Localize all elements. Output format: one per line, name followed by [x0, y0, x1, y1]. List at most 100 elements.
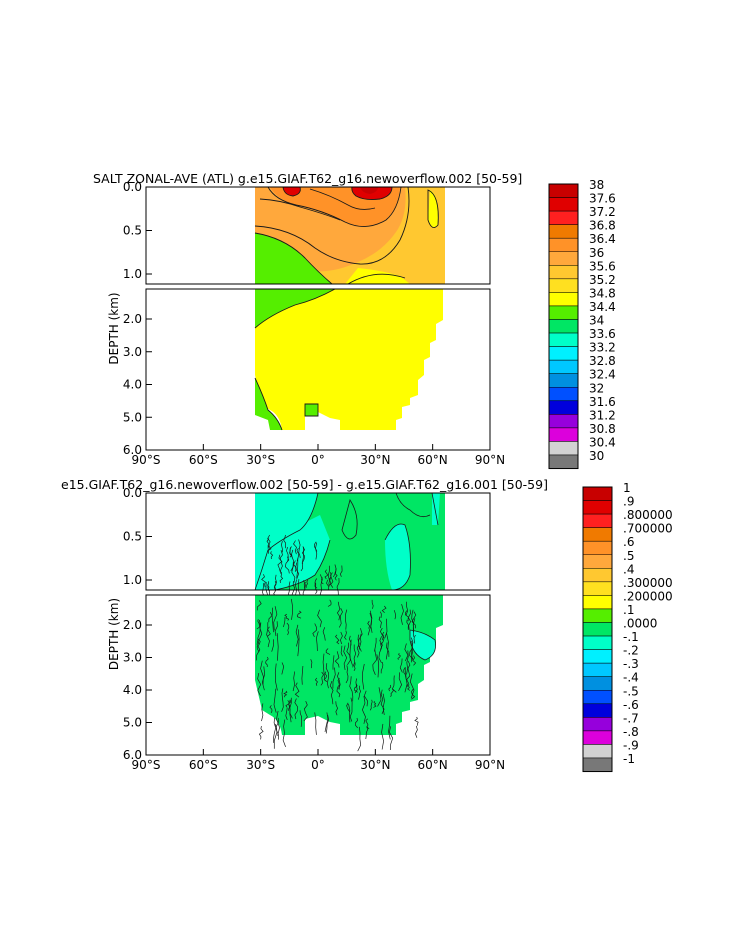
noise-contour	[270, 551, 274, 560]
noise-contour	[283, 534, 287, 549]
salinity-colorbar-label: 33.2	[589, 341, 616, 355]
difference-y-tick-label: 0.0	[123, 486, 142, 500]
noise-contour	[295, 624, 299, 647]
noise-contour	[280, 549, 283, 563]
salinity-colorbar-swatch	[548, 183, 579, 198]
noise-contour	[310, 659, 313, 669]
difference-lower-field	[255, 595, 443, 752]
difference-y-tick-label: 6.0	[123, 748, 142, 762]
noise-contour	[293, 560, 297, 572]
salinity-x-tick-label: 60°N	[418, 453, 448, 467]
salinity-colorbar-label: 37.2	[589, 205, 616, 219]
noise-contour	[374, 637, 377, 652]
noise-contour	[345, 665, 349, 684]
noise-contour	[323, 671, 328, 682]
salinity-upper-contour	[347, 273, 406, 285]
difference-colorbar-swatch	[582, 513, 613, 528]
noise-contour	[357, 685, 361, 700]
difference-upper-frame	[145, 492, 491, 591]
noise-contour	[353, 662, 356, 671]
salinity-colorbar-label: 30.4	[589, 435, 616, 449]
salinity-upper-contour	[267, 186, 402, 227]
colorbar-layer: 3837.637.236.836.43635.635.234.834.43433…	[548, 178, 673, 773]
difference-colorbar-swatch	[582, 581, 613, 596]
noise-contour	[371, 599, 374, 609]
salinity-colorbar-label: 31.6	[589, 395, 616, 409]
difference-colorbar-swatch	[582, 527, 613, 542]
noise-contour	[362, 696, 366, 724]
noise-contour	[343, 645, 348, 670]
noise-contour	[281, 688, 284, 712]
difference-x-tick-label: 90°S	[132, 758, 161, 772]
difference-colorbar-swatch	[582, 500, 613, 515]
salinity-colorbar-label: 32.8	[589, 354, 616, 368]
noise-contour	[329, 680, 334, 705]
difference-y-tick-label: 1.0	[123, 573, 142, 587]
noise-contour	[413, 634, 416, 644]
noise-contour	[404, 667, 408, 693]
difference-colorbar-swatch	[582, 635, 613, 650]
noise-contour	[290, 549, 294, 572]
noise-contour	[349, 697, 353, 722]
noise-contour	[327, 565, 330, 581]
salinity-lower-green-bottom-mid	[305, 404, 318, 416]
noise-contour	[336, 601, 341, 621]
noise-contour	[381, 631, 385, 641]
difference-panel-title: e15.GIAF.T62_g16.newoverflow.002 [50-59]…	[61, 477, 548, 492]
noise-contour	[276, 710, 280, 736]
noise-contour	[292, 671, 296, 692]
noise-contour	[274, 574, 277, 591]
noise-contour	[261, 666, 266, 691]
salinity-y-tick-label: 2.0	[123, 312, 142, 326]
noise-contour	[411, 640, 414, 663]
salinity-colorbar-label: 35.6	[589, 259, 616, 273]
difference-y-tick-label: 5.0	[123, 716, 142, 730]
difference-colorbar-swatch	[582, 608, 613, 623]
difference-colorbar-label: .700000	[623, 522, 673, 536]
salinity-colorbar-swatch	[548, 251, 579, 266]
noise-contour	[273, 606, 278, 631]
difference-colorbar-label: .300000	[623, 576, 673, 590]
noise-contour	[305, 579, 309, 588]
noise-contour	[284, 613, 290, 621]
salinity-colorbar-label: 36.4	[589, 232, 616, 246]
difference-colorbar-label: -.5	[623, 684, 639, 698]
noise-contour	[414, 716, 419, 726]
noise-contour	[312, 623, 317, 637]
difference-colorbar-label: .4	[623, 562, 634, 576]
noise-contour	[261, 703, 264, 722]
noise-contour	[379, 611, 382, 618]
noise-contour	[296, 539, 301, 562]
noise-contour	[295, 562, 300, 580]
noise-contour	[358, 628, 363, 652]
salinity-colorbar-swatch	[548, 224, 579, 239]
difference-x-tick-label: 0°	[311, 758, 325, 772]
noise-contour	[344, 630, 347, 640]
difference-lower-contour-patch	[409, 629, 436, 661]
noise-contour	[271, 639, 275, 652]
salinity-colorbar-swatch	[548, 373, 579, 388]
noise-contour	[334, 568, 338, 581]
salinity-upper-darkred-core	[360, 187, 378, 194]
noise-contour	[268, 612, 273, 623]
difference-colorbar-label: -.8	[623, 725, 639, 739]
difference-lower-background-field	[255, 595, 443, 735]
noise-contour	[315, 582, 318, 595]
salinity-colorbar-label: 30	[589, 449, 604, 463]
noise-contour	[354, 683, 358, 693]
salinity-colorbar-swatch	[548, 359, 579, 374]
noise-contour	[315, 542, 318, 560]
noise-contour	[404, 643, 409, 662]
salinity-colorbar-swatch	[548, 454, 579, 469]
noise-contour	[322, 653, 326, 680]
difference-upper-contour	[431, 492, 439, 526]
noise-contour	[338, 608, 343, 628]
difference-colorbar-swatch	[582, 717, 613, 732]
salinity-y-tick-label: 0.0	[123, 180, 142, 194]
noise-contour	[258, 622, 263, 640]
noise-contour	[382, 693, 385, 715]
difference-upper-cyan-left	[255, 493, 318, 590]
salinity-y-tick-label: 3.0	[123, 345, 142, 359]
noise-contour	[284, 556, 290, 574]
noise-contour	[316, 631, 319, 652]
